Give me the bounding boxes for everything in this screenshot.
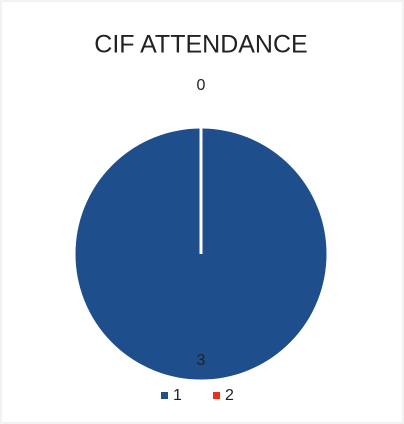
legend-label: 1 (173, 387, 182, 404)
data-label: 3 (197, 352, 206, 369)
legend-label: 2 (225, 387, 234, 404)
data-label: 0 (197, 77, 206, 94)
legend-swatch (213, 392, 220, 399)
legend-swatch (161, 392, 168, 399)
chart-title: CIF ATTENDANCE (94, 31, 307, 59)
